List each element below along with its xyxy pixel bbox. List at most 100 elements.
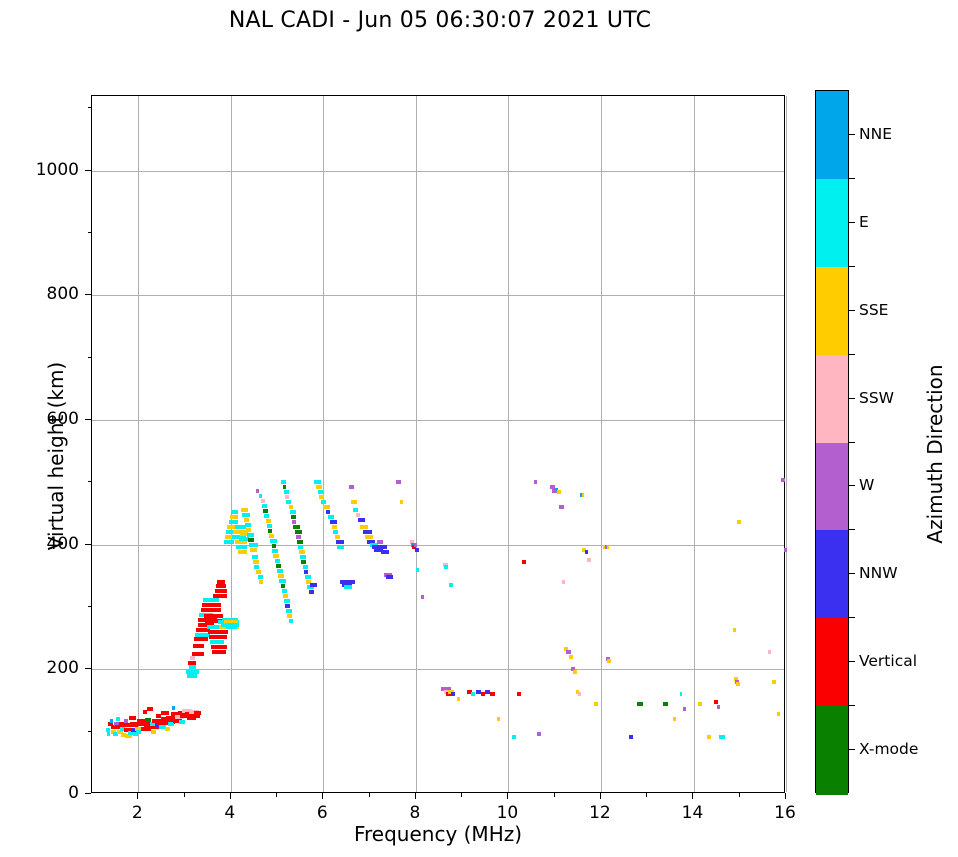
echo-trace bbox=[367, 540, 375, 545]
x-tick-mark bbox=[229, 793, 231, 799]
y-tick-mark bbox=[85, 793, 91, 794]
echo-trace bbox=[516, 692, 522, 697]
echo-trace bbox=[566, 649, 571, 654]
x-minor-tick bbox=[276, 793, 278, 797]
colorbar-tick-mark bbox=[849, 573, 855, 575]
echo-trace bbox=[171, 706, 176, 710]
colorbar-segment-nne bbox=[816, 91, 848, 180]
colorbar-boundary-tick bbox=[849, 441, 855, 443]
echo-trace bbox=[136, 730, 141, 735]
echo-trace bbox=[415, 567, 419, 572]
y-tick-mark bbox=[85, 169, 91, 171]
colorbar-tick-mark bbox=[849, 661, 855, 663]
echo-trace bbox=[587, 557, 591, 562]
echo-trace bbox=[383, 572, 392, 577]
x-tick-mark bbox=[692, 793, 694, 799]
echo-trace bbox=[672, 717, 677, 722]
echo-trace bbox=[237, 550, 247, 555]
echo-trace bbox=[286, 608, 292, 613]
echo-trace bbox=[258, 494, 263, 499]
y-minor-tick bbox=[87, 730, 91, 732]
x-tick-label: 10 bbox=[496, 803, 519, 823]
echo-trace bbox=[151, 729, 156, 734]
echo-trace bbox=[374, 547, 384, 552]
echo-trace bbox=[216, 583, 227, 588]
echo-trace bbox=[241, 507, 248, 512]
echo-trace bbox=[316, 485, 322, 490]
colorbar-tick-mark bbox=[849, 221, 855, 223]
x-tick-label: 14 bbox=[681, 803, 704, 823]
x-minor-tick bbox=[183, 793, 185, 797]
echo-trace bbox=[606, 658, 612, 663]
echo-trace bbox=[305, 580, 312, 585]
echo-trace bbox=[258, 580, 264, 585]
echo-trace bbox=[224, 540, 235, 545]
y-tick-mark bbox=[85, 419, 91, 421]
echo-trace bbox=[278, 573, 284, 578]
colorbar-segment-sse bbox=[816, 266, 848, 356]
echo-trace bbox=[414, 547, 419, 552]
echo-trace bbox=[190, 656, 195, 661]
echo-trace bbox=[202, 602, 221, 607]
x-minor-tick bbox=[368, 793, 370, 797]
echo-trace bbox=[443, 689, 452, 694]
echo-trace bbox=[203, 597, 219, 602]
echo-trace bbox=[229, 515, 239, 520]
echo-trace bbox=[371, 545, 383, 550]
echo-trace bbox=[577, 692, 582, 697]
echo-trace bbox=[200, 607, 222, 612]
echo-trace bbox=[301, 560, 306, 565]
echo-trace bbox=[448, 689, 454, 694]
echo-trace bbox=[303, 570, 309, 575]
echo-trace bbox=[781, 477, 786, 482]
figure-title: NAL CADI - Jun 05 06:30:07 2021 UTC bbox=[228, 8, 652, 33]
echo-trace bbox=[637, 702, 643, 707]
echo-trace bbox=[243, 517, 250, 522]
echo-trace bbox=[270, 539, 277, 543]
x-tick-label: 16 bbox=[774, 803, 796, 823]
echo-trace bbox=[111, 729, 116, 734]
echo-trace bbox=[277, 568, 283, 573]
echo-trace bbox=[339, 580, 349, 585]
echo-trace bbox=[362, 530, 372, 535]
echo-trace bbox=[365, 535, 374, 540]
echo-trace bbox=[714, 699, 718, 704]
echo-trace bbox=[249, 542, 258, 547]
colorbar-title: Azimuth Direction bbox=[923, 364, 947, 544]
echo-trace bbox=[146, 707, 154, 712]
echo-trace bbox=[128, 730, 133, 735]
echo-trace bbox=[142, 709, 148, 714]
y-tick-label: 800 bbox=[46, 284, 79, 305]
x-minor-tick bbox=[461, 793, 463, 797]
echo-trace bbox=[119, 727, 126, 732]
y-tick-label: 0 bbox=[68, 783, 79, 803]
echo-trace bbox=[108, 722, 113, 727]
echo-trace bbox=[533, 480, 538, 485]
echo-trace bbox=[351, 500, 357, 505]
x-tick-mark bbox=[507, 793, 509, 799]
echo-trace bbox=[353, 507, 358, 512]
x-axis-title: Frequency (MHz) bbox=[353, 822, 523, 846]
echo-trace bbox=[317, 490, 324, 495]
echo-trace bbox=[456, 697, 461, 702]
y-axis-title: Virtual height (km) bbox=[44, 361, 68, 551]
colorbar-tick-mark bbox=[849, 397, 855, 399]
echo-trace bbox=[149, 721, 158, 726]
echo-trace bbox=[251, 555, 259, 560]
echo-trace bbox=[323, 505, 330, 510]
colorbar bbox=[815, 90, 849, 795]
echo-trace bbox=[193, 711, 202, 715]
echo-trace bbox=[355, 512, 361, 517]
colorbar-tick-label-w: W bbox=[859, 476, 875, 495]
echo-trace bbox=[776, 712, 781, 717]
echo-trace bbox=[582, 547, 587, 552]
echo-trace bbox=[134, 726, 142, 731]
echo-trace bbox=[360, 525, 368, 530]
echo-trace bbox=[628, 734, 634, 739]
echo-trace bbox=[263, 509, 268, 514]
echo-trace bbox=[445, 692, 453, 697]
x-tick-label: 12 bbox=[589, 803, 611, 823]
echo-trace bbox=[557, 490, 561, 495]
y-minor-tick bbox=[87, 232, 91, 234]
echo-trace bbox=[470, 692, 476, 697]
